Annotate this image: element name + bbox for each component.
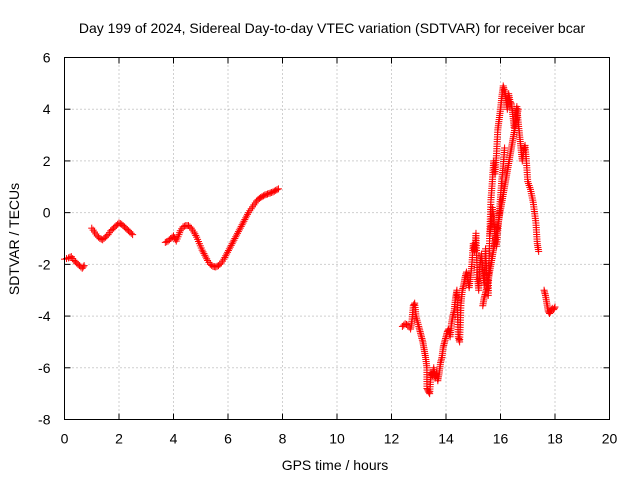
- x-tick-label: 8: [279, 431, 287, 447]
- x-tick-label: 6: [224, 431, 232, 447]
- data-point: [425, 388, 433, 396]
- y-tick-label: 4: [43, 101, 51, 117]
- data-point: [129, 231, 137, 239]
- x-tick-label: 4: [170, 431, 178, 447]
- data-point: [199, 248, 207, 256]
- y-tick-label: -4: [38, 308, 51, 324]
- data-point: [224, 247, 232, 255]
- data-point: [220, 255, 228, 263]
- data-point: [241, 216, 249, 224]
- data-point: [225, 245, 233, 253]
- x-tick-label: 20: [602, 431, 618, 447]
- data-point: [242, 214, 250, 222]
- data-point: [234, 228, 242, 236]
- data-point: [273, 186, 281, 194]
- data-point: [410, 300, 418, 308]
- axis-ticks: 0 2 4 6 8 10 12 14 16 18 20 -8 -6 -4 -2 0 2 4 6: [38, 50, 617, 447]
- chart-title: Day 199 of 2024, Sidereal Day-to-day VTE…: [79, 20, 586, 36]
- data-point: [239, 219, 247, 227]
- x-axis-label: GPS time / hours: [282, 457, 389, 473]
- data-point: [191, 230, 199, 238]
- data-point: [501, 144, 509, 152]
- data-point: [235, 226, 243, 234]
- data-point: [223, 250, 231, 258]
- data-point: [238, 221, 246, 229]
- data-point: [551, 303, 559, 311]
- data-point: [236, 224, 244, 232]
- y-tick-label: 6: [43, 50, 51, 66]
- x-tick-label: 18: [547, 431, 563, 447]
- data-point: [234, 229, 242, 237]
- data-point: [228, 240, 236, 248]
- data-point: [170, 232, 177, 240]
- data-point: [535, 247, 543, 255]
- data-point: [227, 241, 235, 249]
- data-point: [202, 253, 210, 261]
- y-tick-label: -6: [38, 360, 51, 376]
- data-point: [198, 246, 206, 254]
- data-point: [200, 250, 208, 258]
- data-point: [127, 229, 135, 237]
- data-point: [525, 181, 533, 189]
- y-tick-label: 0: [43, 205, 51, 221]
- x-tick-label: 0: [61, 431, 69, 447]
- data-point: [244, 210, 252, 218]
- data-point: [230, 236, 238, 244]
- grid-layer: [64, 57, 610, 420]
- data-point: [79, 263, 87, 271]
- data-point: [233, 231, 241, 239]
- x-tick-label: 16: [493, 431, 509, 447]
- y-tick-label: -2: [38, 256, 51, 272]
- y-axis-label: SDTVAR / TECUs: [6, 183, 22, 295]
- data-point: [274, 185, 282, 193]
- data-point: [514, 105, 522, 113]
- data-point: [80, 262, 88, 270]
- data-point: [243, 212, 251, 220]
- x-tick-label: 12: [384, 431, 400, 447]
- data-point: [240, 217, 248, 225]
- x-tick-label: 10: [329, 431, 345, 447]
- x-tick-label: 14: [438, 431, 454, 447]
- data-point: [507, 99, 515, 107]
- data-point: [231, 235, 239, 242]
- y-tick-label: 2: [43, 153, 51, 169]
- data-point: [226, 243, 234, 251]
- data-point: [224, 248, 232, 256]
- data-point: [229, 238, 237, 246]
- data-points: [61, 82, 559, 398]
- data-point: [222, 252, 230, 260]
- data-point: [237, 222, 245, 230]
- x-tick-label: 2: [115, 431, 123, 447]
- data-point: [550, 304, 558, 312]
- data-point: [192, 231, 200, 239]
- data-point: [232, 233, 240, 241]
- data-point: [201, 251, 209, 259]
- data-point: [190, 228, 198, 236]
- data-point: [221, 253, 229, 261]
- y-tick-label: -8: [38, 412, 51, 428]
- data-point: [203, 255, 211, 263]
